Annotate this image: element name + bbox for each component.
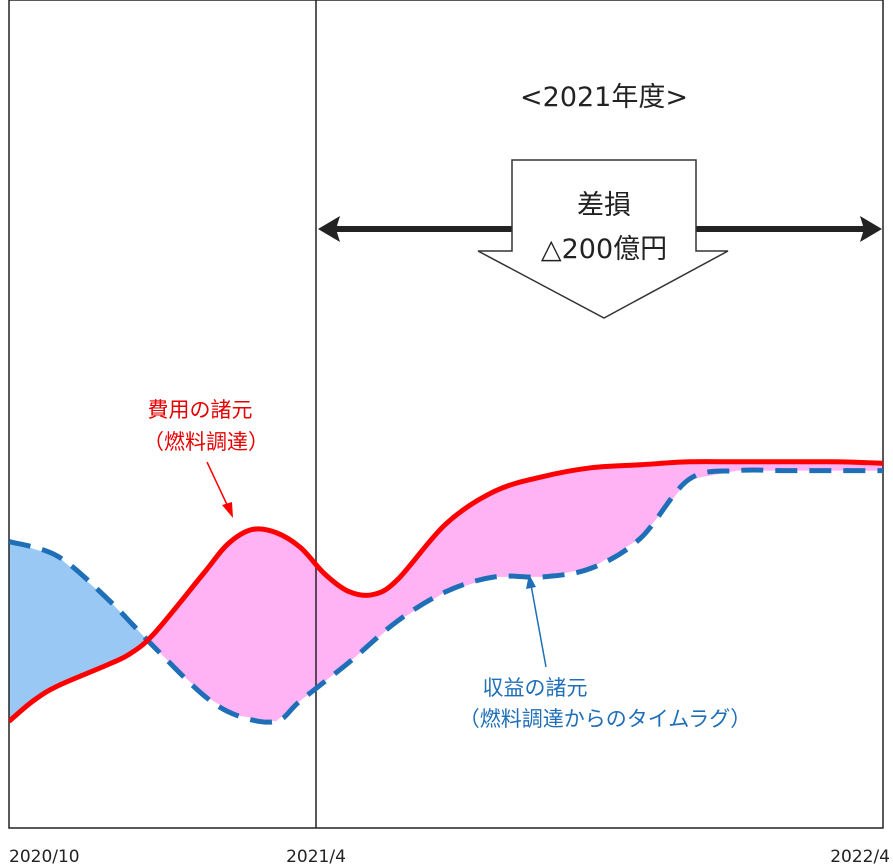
cost-pointer-arrow [206,461,233,518]
revenue-series-label: 収益の諸元 [483,676,588,700]
revenue-series-sublabel: （燃料調達からのタイムラグ） [459,707,752,731]
arrowhead-right-icon [860,216,882,242]
loss-label-line1: 差損 [577,190,631,221]
cost-series-label: 費用の諸元 [148,398,253,422]
fiscal-year-label: <2021年度> [520,82,688,113]
cost-series-sublabel: （燃料調達） [143,430,269,454]
x-tick-label: 2022/4 [830,847,890,867]
x-tick-label: 2021/4 [286,847,346,867]
loss-label-line2: △200億円 [541,234,667,265]
plot-frame [8,0,884,829]
cost-line [9,459,883,724]
revenue-line [9,467,883,725]
loss-down-arrow-icon [477,159,729,319]
revenue-pointer-arrow [526,574,547,668]
x-tick-label: 2020/10 [9,847,80,867]
arrowhead-left-icon [318,216,340,242]
